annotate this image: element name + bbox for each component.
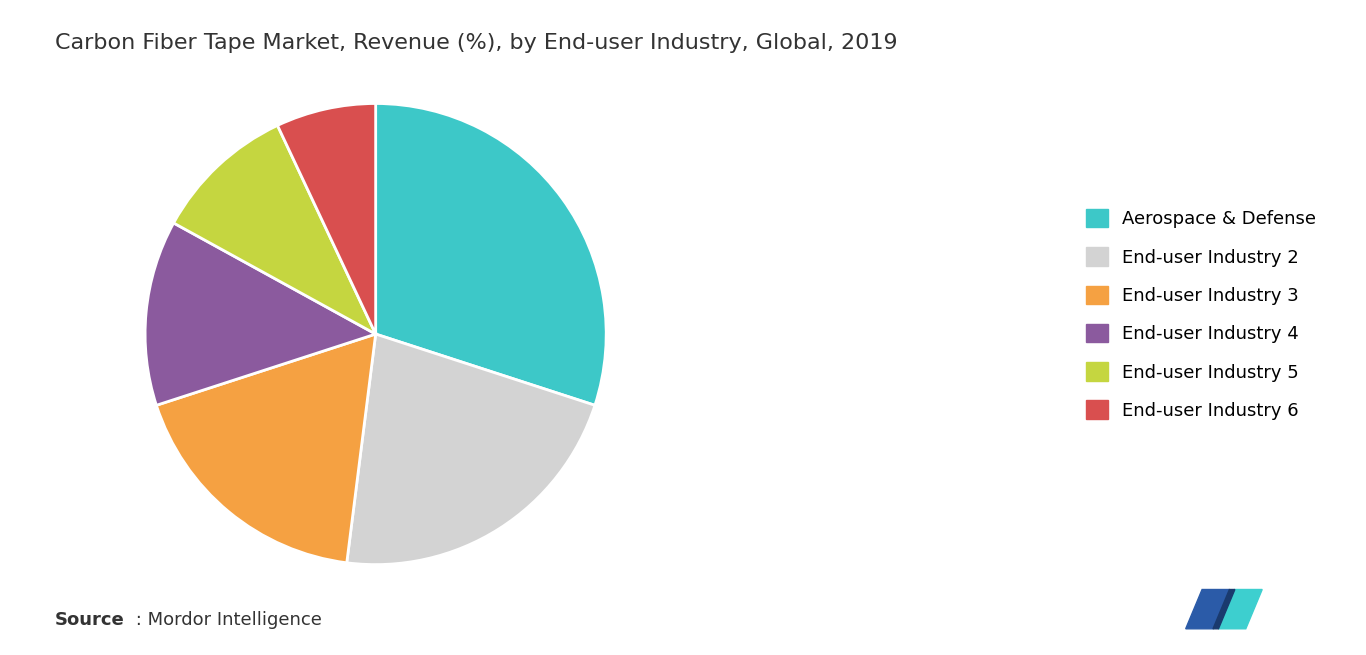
Wedge shape	[173, 126, 376, 334]
Text: Source: Source	[55, 611, 124, 629]
Wedge shape	[347, 334, 596, 565]
Text: Carbon Fiber Tape Market, Revenue (%), by End-user Industry, Global, 2019: Carbon Fiber Tape Market, Revenue (%), b…	[55, 33, 897, 53]
Polygon shape	[1218, 590, 1262, 629]
Wedge shape	[277, 103, 376, 334]
Wedge shape	[376, 103, 607, 405]
Wedge shape	[156, 334, 376, 563]
Wedge shape	[145, 223, 376, 405]
Polygon shape	[1213, 590, 1235, 629]
Polygon shape	[1186, 590, 1229, 629]
Legend: Aerospace & Defense, End-user Industry 2, End-user Industry 3, End-user Industry: Aerospace & Defense, End-user Industry 2…	[1086, 209, 1315, 420]
Text: : Mordor Intelligence: : Mordor Intelligence	[130, 611, 321, 629]
